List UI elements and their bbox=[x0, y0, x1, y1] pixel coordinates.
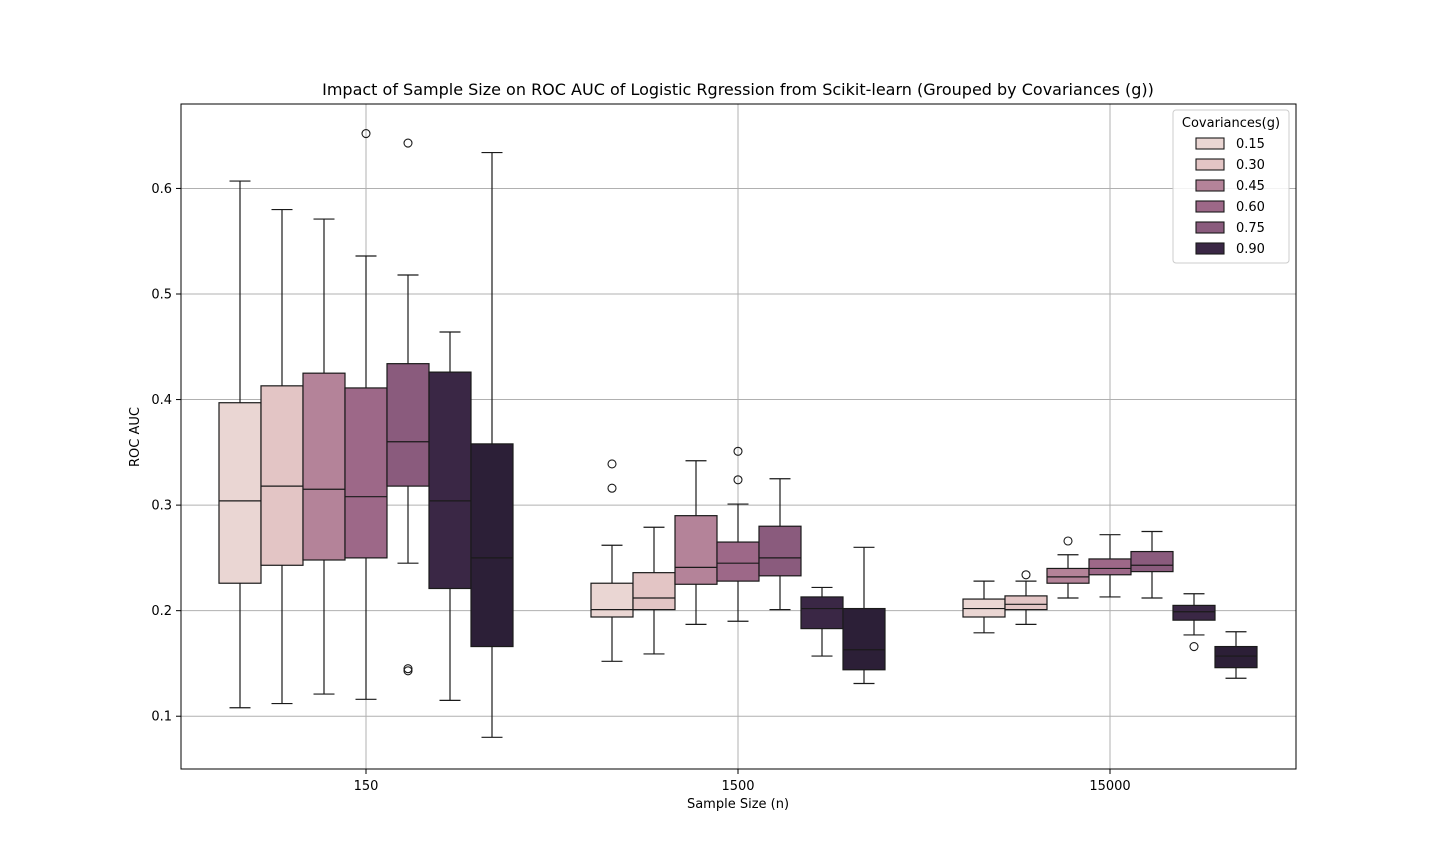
y-tick-label: 0.5 bbox=[151, 288, 172, 303]
box-iqr bbox=[1130, 550, 1174, 573]
outlier-point bbox=[1063, 536, 1073, 546]
legend-item: 0.15 bbox=[1195, 137, 1265, 152]
legend-frame bbox=[1172, 109, 1290, 264]
box-0.75-15000 bbox=[1130, 530, 1174, 599]
legend-label: 0.30 bbox=[1236, 158, 1265, 173]
box-0.90-1500 bbox=[800, 586, 844, 657]
outlier-point bbox=[607, 459, 617, 469]
box-0.45-15000 bbox=[1046, 536, 1090, 599]
box-series6-150 bbox=[470, 151, 514, 738]
box-iqr bbox=[1004, 595, 1048, 611]
legend-swatch bbox=[1195, 158, 1225, 171]
box-iqr bbox=[1214, 645, 1258, 669]
y-tick-label: 0.2 bbox=[151, 604, 172, 619]
legend-item: 0.45 bbox=[1195, 179, 1265, 194]
box-iqr bbox=[1088, 558, 1132, 576]
legend-item: 0.75 bbox=[1195, 221, 1265, 236]
outlier-point bbox=[361, 129, 371, 139]
box-0.30-1500 bbox=[632, 526, 676, 655]
outlier-point bbox=[1189, 642, 1199, 652]
box-0.15-15000 bbox=[962, 580, 1006, 634]
box-0.45-1500 bbox=[674, 460, 718, 625]
legend-swatch bbox=[1195, 221, 1225, 234]
box-iqr bbox=[1046, 567, 1090, 584]
box-0.45-150 bbox=[302, 218, 346, 695]
box-0.30-15000 bbox=[1004, 570, 1048, 625]
x-tick-label: 1500 bbox=[721, 779, 754, 794]
axes: 0.1 0.2 0.3 0.4 0.5 0.6 150 1500 15000 bbox=[151, 103, 1297, 794]
outlier-point bbox=[1021, 570, 1031, 580]
box-series6-15000 bbox=[1214, 631, 1258, 679]
legend-title: Covariances(g) bbox=[1182, 116, 1280, 131]
legend-label: 0.75 bbox=[1236, 221, 1265, 236]
chart-title: Impact of Sample Size on ROC AUC of Logi… bbox=[322, 80, 1154, 99]
box-iqr bbox=[590, 582, 634, 618]
box-0.90-150 bbox=[428, 331, 472, 701]
box-0.60-1500 bbox=[716, 446, 760, 622]
y-tick-label: 0.1 bbox=[151, 710, 172, 725]
box-iqr bbox=[716, 541, 760, 582]
legend-label: 0.90 bbox=[1236, 242, 1265, 257]
legend-swatch bbox=[1195, 242, 1225, 255]
box-0.75-150 bbox=[386, 138, 430, 676]
legend-item: 0.30 bbox=[1195, 158, 1265, 173]
box-iqr bbox=[842, 607, 886, 671]
box-0.15-150 bbox=[218, 180, 262, 709]
box-iqr bbox=[344, 387, 388, 559]
box-0.30-150 bbox=[260, 208, 304, 705]
box-iqr bbox=[428, 371, 472, 590]
legend-swatch bbox=[1195, 200, 1225, 213]
box-iqr bbox=[218, 402, 262, 584]
x-axis-title: Sample Size (n) bbox=[687, 797, 789, 812]
outlier-point bbox=[607, 483, 617, 493]
box-0.60-15000 bbox=[1088, 534, 1132, 598]
box-iqr bbox=[674, 515, 718, 585]
legend-label: 0.45 bbox=[1236, 179, 1265, 194]
legend-swatch bbox=[1195, 179, 1225, 192]
y-tick-label: 0.4 bbox=[151, 393, 172, 408]
box-series6-1500 bbox=[842, 546, 886, 685]
outlier-point bbox=[403, 138, 413, 148]
legend-label: 0.15 bbox=[1236, 137, 1265, 152]
box-iqr bbox=[800, 596, 844, 630]
outlier-point bbox=[733, 446, 743, 456]
legend-swatch bbox=[1195, 137, 1225, 150]
box-iqr bbox=[470, 443, 514, 648]
box-iqr bbox=[632, 572, 676, 611]
y-tick-label: 0.6 bbox=[151, 182, 172, 197]
legend-item: 0.90 bbox=[1195, 242, 1265, 257]
box-iqr bbox=[1172, 604, 1216, 621]
box-0.15-1500 bbox=[590, 459, 634, 662]
x-tick-label: 150 bbox=[354, 779, 379, 794]
box-iqr bbox=[758, 525, 802, 577]
plot-area bbox=[218, 129, 1258, 738]
box-iqr bbox=[260, 385, 304, 566]
box-iqr bbox=[302, 372, 346, 561]
legend-item: 0.60 bbox=[1195, 200, 1265, 215]
y-axis-title: ROC AUC bbox=[128, 407, 143, 467]
legend: Covariances(g) 0.15 0.30 0.45 0.60 0.75 0.90 bbox=[1172, 109, 1290, 264]
box-iqr bbox=[386, 363, 430, 487]
outlier-point bbox=[733, 475, 743, 485]
y-tick-label: 0.3 bbox=[151, 499, 172, 514]
legend-label: 0.60 bbox=[1236, 200, 1265, 215]
box-0.75-1500 bbox=[758, 478, 802, 611]
box-0.90-15000 bbox=[1172, 593, 1216, 652]
outlier-point bbox=[403, 666, 413, 676]
x-tick-label: 15000 bbox=[1089, 779, 1130, 794]
box-0.60-150 bbox=[344, 129, 388, 700]
